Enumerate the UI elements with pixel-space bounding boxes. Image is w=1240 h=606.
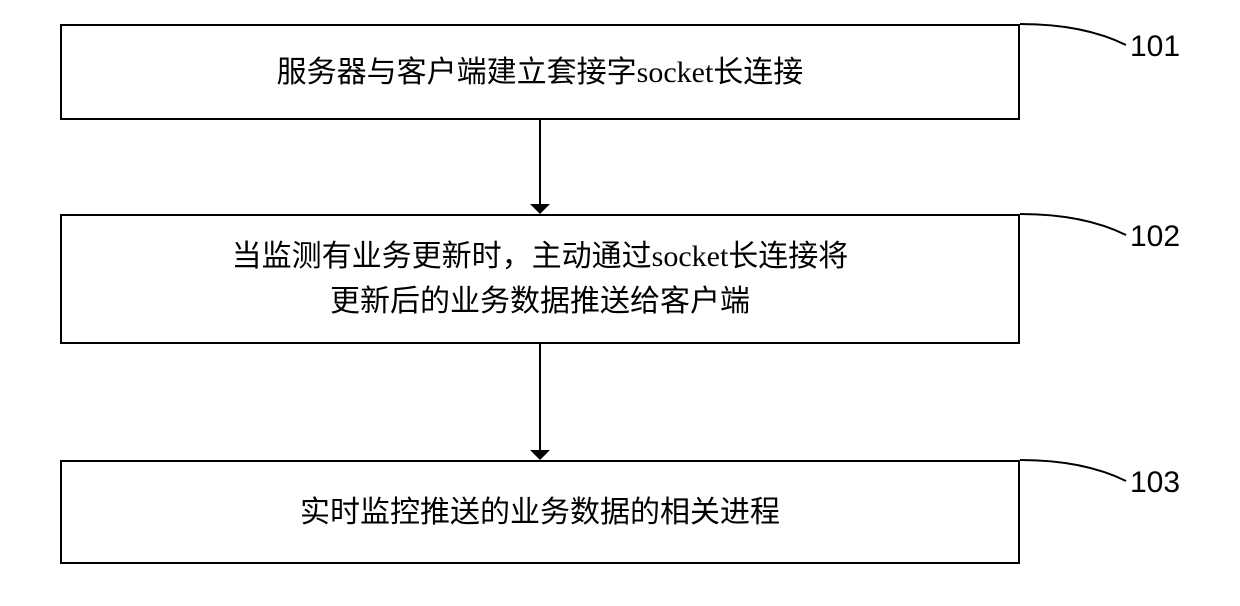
flowchart-canvas: 服务器与客户端建立套接字socket长连接 101 当监测有业务更新时，主动通过so… xyxy=(0,0,1240,606)
flow-box-step1: 服务器与客户端建立套接字socket长连接 xyxy=(60,24,1020,120)
ref-label-103: 103 xyxy=(1130,466,1180,500)
arrow-head-0 xyxy=(530,204,550,214)
arrow-line-0 xyxy=(539,120,541,204)
ref-connector-0 xyxy=(1018,22,1132,51)
flow-text-step2: 当监测有业务更新时，主动通过socket长连接将 更新后的业务数据推送给客户端 xyxy=(232,234,849,324)
ref-label-102: 102 xyxy=(1130,220,1180,254)
flow-box-step2: 当监测有业务更新时，主动通过socket长连接将 更新后的业务数据推送给客户端 xyxy=(60,214,1020,344)
flow-box-step3: 实时监控推送的业务数据的相关进程 xyxy=(60,460,1020,564)
arrow-line-1 xyxy=(539,344,541,450)
flow-text-step3: 实时监控推送的业务数据的相关进程 xyxy=(300,490,780,535)
ref-label-101: 101 xyxy=(1130,30,1180,64)
ref-connector-2 xyxy=(1018,458,1132,487)
flow-text-step1: 服务器与客户端建立套接字socket长连接 xyxy=(277,50,804,95)
arrow-head-1 xyxy=(530,450,550,460)
ref-connector-1 xyxy=(1018,212,1132,241)
